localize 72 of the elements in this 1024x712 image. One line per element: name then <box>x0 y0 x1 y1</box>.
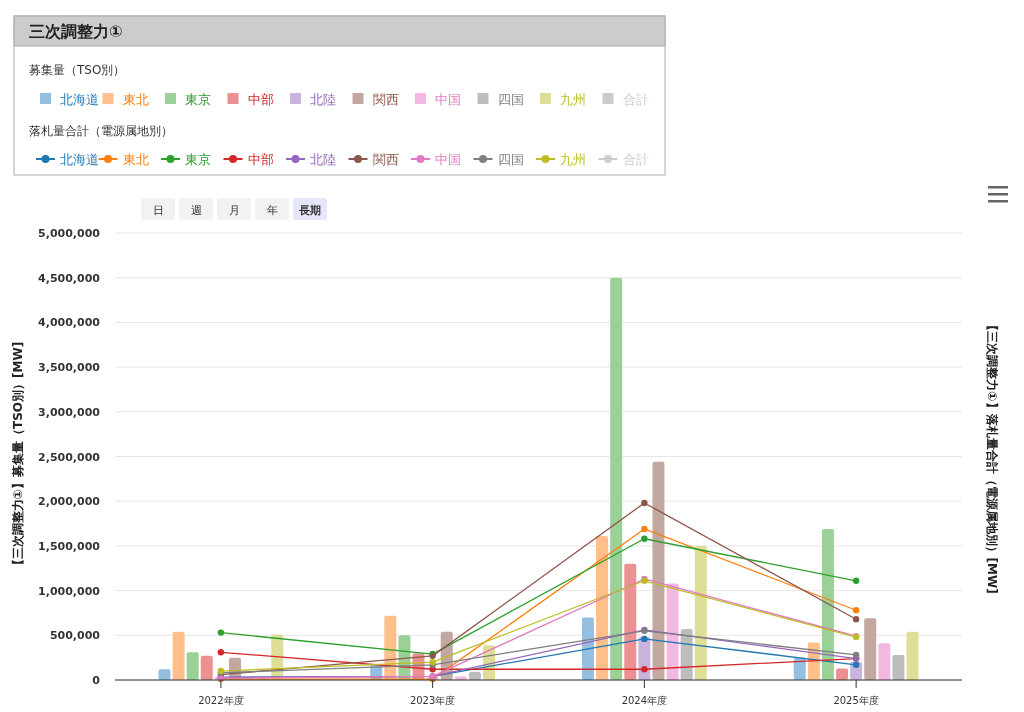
y-tick-label: 4,000,000 <box>38 316 101 330</box>
point <box>641 499 648 507</box>
y-tick-label: 5,000,000 <box>38 227 101 240</box>
legend-label: 九州 <box>560 92 586 107</box>
y-tick-label: 500,000 <box>49 629 101 643</box>
bar <box>610 277 623 680</box>
point <box>217 629 225 636</box>
chart-title: 三次調整力① <box>29 22 123 41</box>
legend-label: 九州 <box>560 152 586 167</box>
point <box>641 525 648 533</box>
point <box>852 616 860 623</box>
legend-label: 北海道 <box>60 152 99 167</box>
legend-label: 中部 <box>247 152 274 167</box>
point <box>641 535 648 542</box>
point <box>641 635 648 643</box>
y-tick-label: 2,000,000 <box>38 495 101 509</box>
legend-label: 関西 <box>372 92 399 107</box>
bar <box>680 629 693 680</box>
legend-label: 東京 <box>185 152 211 167</box>
legend-label: 東北 <box>122 92 149 107</box>
y-tick-label: 4,500,000 <box>38 271 101 285</box>
legend-label: 北海道 <box>60 92 99 107</box>
legend-label: 四国 <box>497 92 524 107</box>
y-tick-label: 3,500,000 <box>38 361 101 375</box>
x-tick-label: 2023年度 <box>409 695 456 706</box>
bar <box>624 563 637 680</box>
point <box>852 607 860 614</box>
y-tick-label: 1,000,000 <box>38 584 101 598</box>
range-button: 長期 <box>293 198 327 220</box>
text: 募集量（TSO別） <box>29 63 126 77</box>
bar <box>666 583 679 680</box>
bar <box>821 528 834 680</box>
legend-label: 北陸 <box>310 92 336 107</box>
bar <box>200 655 213 680</box>
legend-label: 関西 <box>372 152 399 167</box>
legend-label: 東北 <box>122 152 149 167</box>
text: 落札量合計（電源属地別） <box>29 124 173 138</box>
range-button: 週 <box>179 198 213 220</box>
y-tick-label: 3,000,000 <box>38 405 101 419</box>
range-button: 年 <box>255 198 289 220</box>
legend-label: 中国 <box>435 92 461 107</box>
bar <box>652 461 665 680</box>
point <box>217 649 225 656</box>
range-button: 月 <box>217 198 251 220</box>
y2-axis-title: 【三次調整力①】落札量合計（電源属地別）[MW] <box>985 319 999 594</box>
y-tick-label: 1,500,000 <box>38 539 101 553</box>
x-tick-label: 2024年度 <box>621 695 668 706</box>
bar <box>694 545 707 680</box>
bar <box>581 617 594 680</box>
y-tick-label: 2,500,000 <box>38 450 101 464</box>
range-button: 日 <box>141 198 175 220</box>
bar <box>878 643 891 680</box>
legend-label: 中国 <box>435 152 461 167</box>
point <box>852 651 860 659</box>
legend-label: 東京 <box>185 92 211 107</box>
point <box>852 577 860 584</box>
bar <box>892 654 905 680</box>
point <box>852 661 860 668</box>
point <box>641 666 648 673</box>
bar <box>906 631 919 680</box>
legend-label: 四国 <box>497 152 524 167</box>
legend-label: 北陸 <box>310 152 336 167</box>
bar <box>864 618 877 680</box>
bar <box>836 668 849 680</box>
bar <box>172 631 185 680</box>
y-tick-label: 0 <box>92 674 101 687</box>
bar <box>186 652 199 680</box>
x-tick-label: 2025年度 <box>833 695 879 706</box>
x-tick-label: 2022年度 <box>198 695 244 706</box>
y-axis-title: 【三次調整力①】募集量（TSO別）[MW] <box>11 341 25 572</box>
legend-label: 中部 <box>247 92 274 107</box>
bar <box>596 536 609 680</box>
